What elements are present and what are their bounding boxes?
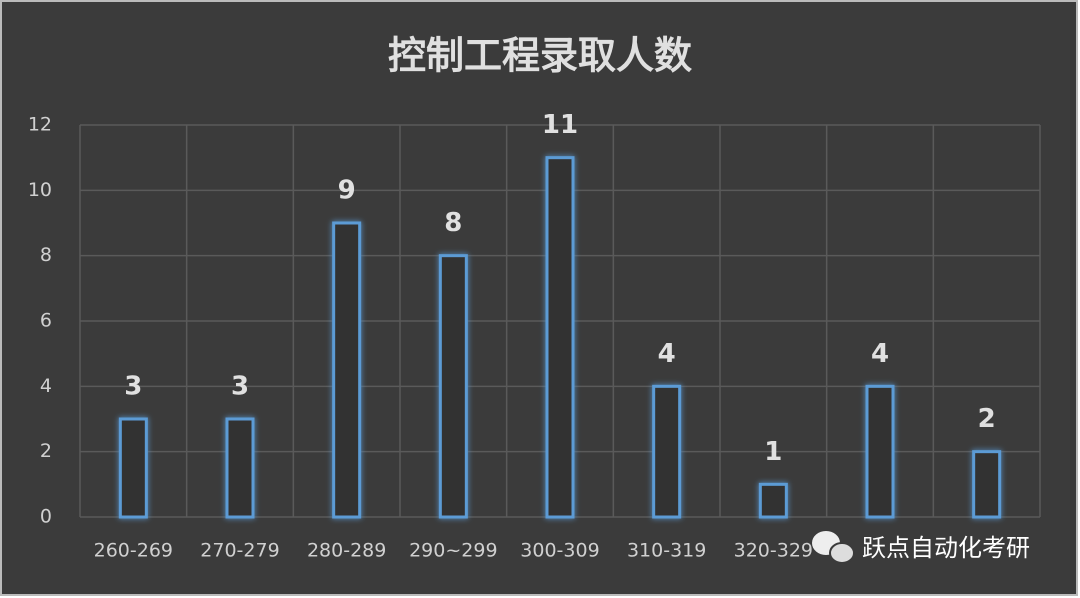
value-label: 9: [338, 176, 356, 206]
value-label: 3: [231, 372, 249, 402]
bar: [225, 417, 255, 519]
value-label: 1: [764, 437, 782, 467]
bar: [332, 221, 362, 519]
x-tick-label: 260-269: [94, 540, 173, 562]
value-label: 4: [871, 339, 889, 369]
x-tick-label: 290~299: [409, 540, 497, 562]
y-tick-label: 4: [40, 375, 52, 397]
watermark-icon: [812, 531, 855, 564]
bar: [972, 450, 1002, 519]
value-label: 2: [978, 404, 996, 434]
bar: [118, 417, 148, 519]
x-tick-label: 280-289: [307, 540, 386, 562]
bar: [545, 156, 575, 519]
y-tick-label: 12: [28, 114, 52, 136]
watermark: 跃点自动化考研: [862, 534, 1030, 562]
x-tick-label: 310-319: [627, 540, 706, 562]
plot: 024681012260-2693270-2793280-2899290~299…: [28, 110, 1041, 562]
value-label: 8: [444, 208, 462, 238]
value-label: 4: [658, 339, 676, 369]
x-tick-label: 300-309: [520, 540, 599, 562]
value-label: 11: [542, 110, 578, 140]
bar: [438, 254, 468, 519]
value-label: 3: [124, 372, 142, 402]
y-tick-label: 0: [40, 506, 52, 528]
y-tick-label: 2: [40, 440, 52, 462]
x-tick-label: 270-279: [200, 540, 279, 562]
chart-title: 控制工程录取人数: [388, 34, 692, 78]
bar: [865, 384, 895, 519]
y-tick-label: 10: [28, 179, 52, 201]
y-tick-label: 6: [40, 310, 52, 332]
x-tick-label: 320-329: [734, 540, 813, 562]
bar: [758, 482, 788, 519]
y-tick-label: 8: [40, 244, 52, 266]
bar: [652, 384, 682, 519]
